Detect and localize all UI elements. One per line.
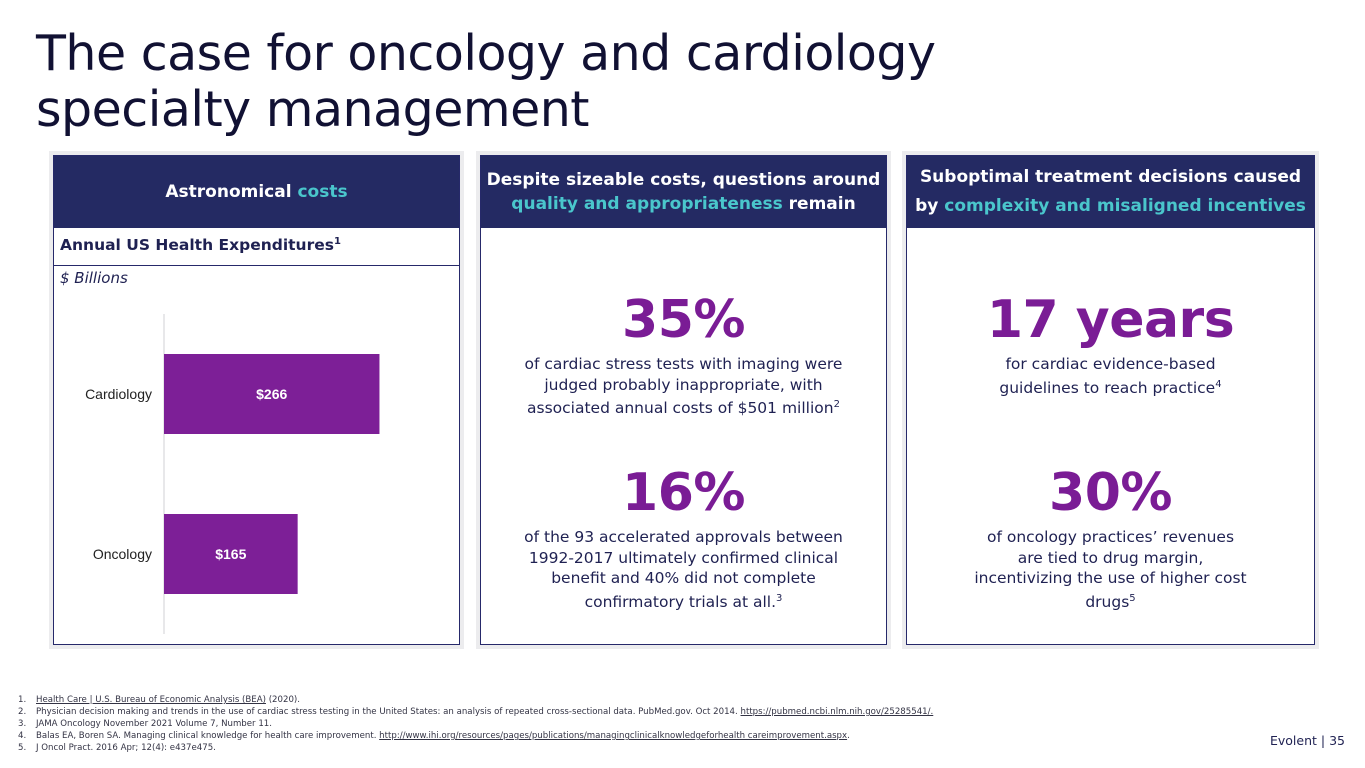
drug-margin-stat-value: 30% (1049, 463, 1172, 523)
brand-name: Evolent (1269, 733, 1317, 748)
costs-card-header-text: Astronomical costs (165, 180, 347, 204)
stress-test-stat-desc: of cardiac stress tests with imaging wer… (524, 355, 843, 418)
footnotes: 1. Health Care | U.S. Bureau of Economic … (18, 694, 1198, 754)
quality-header-line-2: quality and appropriateness remain (511, 192, 855, 216)
accelerated-approvals-stat-text: of the 93 accelerated approvals between … (516, 527, 851, 612)
costs-header-plain: Astronomical (165, 182, 298, 202)
footnote-number: 5. (18, 743, 27, 753)
treatment-header-line-2: by complexity and misaligned incentives (915, 192, 1306, 221)
cardiology-value-label: $266 (256, 386, 287, 402)
oncology-category-label: Oncology (93, 546, 152, 562)
chart-title: Annual US Health Expenditures1 (60, 236, 459, 254)
oncology-value-label: $165 (215, 546, 246, 562)
footnote-1: 1. Health Care | U.S. Bureau of Economic … (18, 694, 1198, 706)
costs-card-header: Astronomical costs (54, 156, 459, 228)
footnote-number: 2. (18, 707, 27, 717)
footnote-text: J Oncol Pract. 2016 Apr; 12(4): e437e475… (36, 743, 216, 753)
footnote-2: 2. Physician decision making and trends i… (18, 706, 1198, 718)
expenditures-bar-chart: Cardiology $266 Oncology $165 (85, 314, 380, 634)
chart-title-footnote-ref: 1 (333, 236, 341, 247)
accelerated-approvals-footnote-ref: 3 (776, 592, 783, 604)
footnote-3: 3. JAMA Oncology November 2021 Volume 7, … (18, 718, 1198, 730)
quality-header-tail: remain (782, 194, 856, 214)
quality-card-header: Despite sizeable costs, questions around… (481, 156, 886, 228)
footnote-text: JAMA Oncology November 2021 Volume 7, Nu… (36, 719, 272, 729)
drug-margin-stat-desc: of oncology practices’ revenues are tied… (974, 528, 1247, 611)
footnote-number: 4. (18, 731, 27, 741)
footnote-text: Physician decision making and trends in … (36, 707, 934, 717)
quality-header-accent: quality and appropriateness (511, 194, 783, 214)
guidelines-stat-desc: for cardiac evidence-based guidelines to… (999, 355, 1216, 397)
page-number: 35 (1329, 733, 1345, 748)
guidelines-stat-value: 17 years (986, 290, 1235, 350)
footnote-link[interactable]: Health Care | U.S. Bureau of Economic An… (36, 695, 266, 705)
costs-header-accent: costs (297, 182, 348, 202)
guidelines-stat-text: for cardiac evidence-based guidelines to… (991, 354, 1231, 398)
treatment-header-line-1: Suboptimal treatment decisions caused (919, 167, 1302, 187)
chart-title-text: Annual US Health Expenditures (60, 236, 334, 255)
guidelines-stat: 17 years for cardiac evidence-based guid… (907, 290, 1314, 398)
treatment-header-plain: by (915, 196, 945, 216)
chart-title-divider (54, 265, 459, 266)
slide-title: The case for oncology and cardiology spe… (36, 26, 1036, 138)
treatment-header-accent: complexity and misaligned incentives (944, 196, 1306, 216)
accelerated-approvals-stat: 16% of the 93 accelerated approvals betw… (481, 463, 886, 612)
slide-title-line-1: The case for oncology and cardiology (36, 25, 936, 82)
oncology-bar (164, 514, 298, 594)
slide-title-line-2: specialty management (36, 81, 590, 138)
stress-test-footnote-ref: 2 (833, 399, 840, 410)
quality-card: Despite sizeable costs, questions around… (476, 151, 891, 649)
treatment-card-header: Suboptimal treatment decisions caused by… (907, 156, 1314, 228)
drug-margin-footnote-ref: 5 (1129, 592, 1136, 604)
chart-units-label: $ Billions (60, 269, 128, 287)
footnote-url[interactable]: https://pubmed.ncbi.nlm.nih.gov/25285541… (740, 707, 934, 717)
treatment-card-inner: Suboptimal treatment decisions caused by… (906, 155, 1315, 645)
costs-card-inner: Astronomical costs Annual US Health Expe… (53, 155, 460, 645)
drug-margin-stat: 30% of oncology practices’ revenues are … (907, 463, 1314, 612)
guidelines-footnote-ref: 4 (1215, 378, 1222, 390)
costs-card: Astronomical costs Annual US Health Expe… (49, 151, 464, 649)
footnote-number: 3. (18, 719, 27, 729)
chart-marks: Cardiology $266 Oncology $165 (85, 354, 380, 594)
footnote-url[interactable]: http://www.ihi.org/resources/pages/publi… (379, 731, 848, 741)
footnote-text: Balas EA, Boren SA. Managing clinical kn… (36, 731, 850, 741)
footnote-number: 1. (18, 695, 27, 705)
cardiology-bar (164, 354, 380, 434)
accelerated-approvals-stat-value: 16% (622, 463, 745, 523)
treatment-card: Suboptimal treatment decisions caused by… (902, 151, 1319, 649)
accelerated-approvals-stat-desc: of the 93 accelerated approvals between … (524, 528, 843, 611)
footnote-4: 4. Balas EA, Boren SA. Managing clinical … (18, 730, 1198, 742)
footer-separator: | (1320, 733, 1326, 748)
footnote-text: Health Care | U.S. Bureau of Economic An… (36, 695, 301, 705)
stress-test-stat-text: of cardiac stress tests with imaging wer… (519, 354, 849, 419)
cardiology-category-label: Cardiology (85, 386, 152, 402)
drug-margin-stat-text: of oncology practices’ revenues are tied… (973, 527, 1248, 612)
quality-card-inner: Despite sizeable costs, questions around… (480, 155, 887, 645)
stress-test-stat: 35% of cardiac stress tests with imaging… (481, 290, 886, 419)
footnote-5: 5. J Oncol Pract. 2016 Apr; 12(4): e437e4… (18, 742, 1198, 754)
slide-footer: Evolent | 35 (1270, 733, 1345, 748)
quality-header-line-1: Despite sizeable costs, questions around (486, 170, 881, 190)
stress-test-stat-value: 35% (622, 290, 745, 350)
